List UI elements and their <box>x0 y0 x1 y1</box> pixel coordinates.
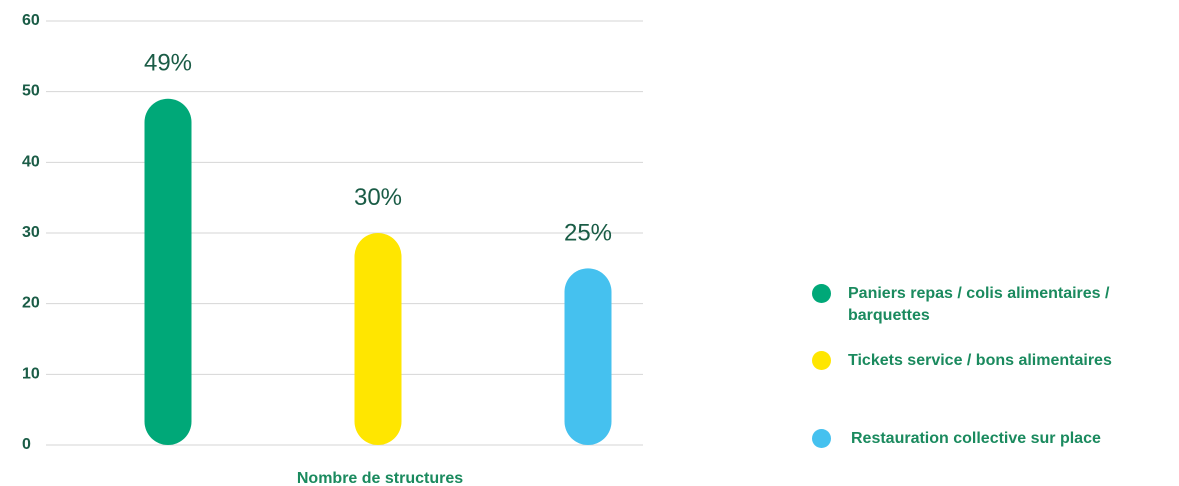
y-tick-label: 10 <box>22 365 40 382</box>
legend-item-paniers: Paniers repas / colis alimentaires / bar… <box>812 283 1178 327</box>
y-tick-label: 50 <box>22 83 40 100</box>
y-tick-label: 20 <box>22 295 40 312</box>
data-label: 49% <box>144 50 192 77</box>
data-labels: 49% 30% 25% <box>144 50 612 247</box>
legend-dot-blue <box>812 429 831 448</box>
legend-label: Paniers repas / colis alimentaires / bar… <box>848 285 1110 324</box>
bar <box>564 268 612 445</box>
bar <box>354 233 402 445</box>
legend-label: Tickets service / bons alimentaires <box>848 352 1112 369</box>
legend-item-tickets: Tickets service / bons alimentaires <box>812 350 1178 372</box>
legend-item-restauration: Restauration collective sur place <box>812 428 1179 450</box>
legend-dot-green <box>812 284 831 303</box>
y-tick-label: 40 <box>22 153 40 170</box>
y-axis-ticks: 0 10 20 30 40 50 60 <box>22 12 40 453</box>
bars <box>144 98 612 445</box>
y-tick-label: 0 <box>22 436 31 453</box>
x-axis-label: Nombre de structures <box>297 470 463 486</box>
grid-lines <box>46 20 643 446</box>
y-tick-label: 60 <box>22 12 40 29</box>
data-label: 30% <box>354 184 402 211</box>
bar <box>144 98 192 445</box>
y-tick-label: 30 <box>22 224 40 241</box>
data-label: 25% <box>564 219 612 246</box>
legend-label: Restauration collective sur place <box>851 430 1101 447</box>
legend-dot-yellow <box>812 351 831 370</box>
